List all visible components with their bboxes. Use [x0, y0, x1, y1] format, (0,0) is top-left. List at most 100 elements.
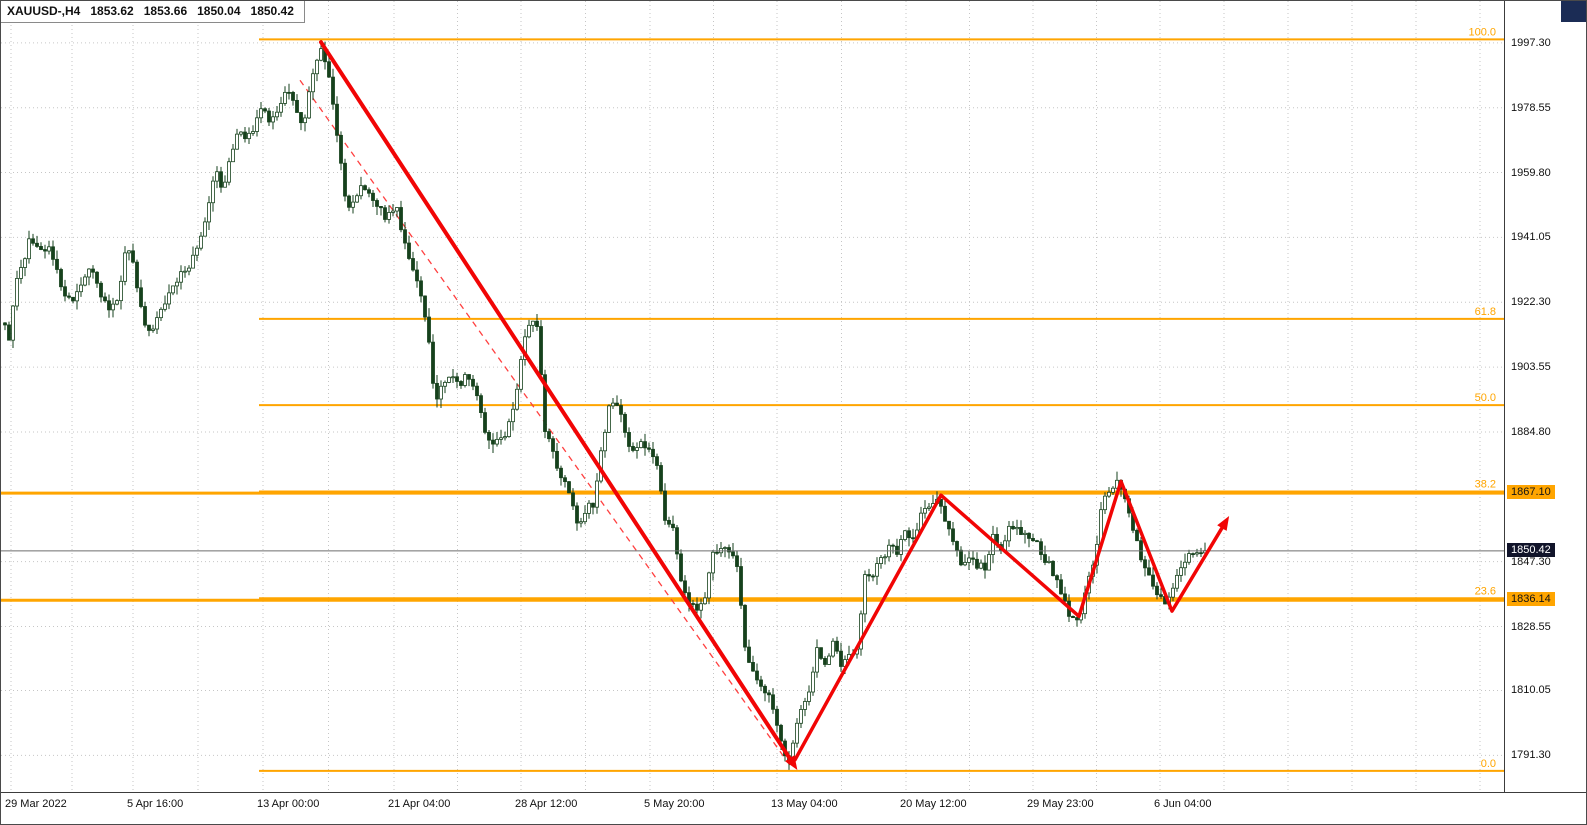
candle-body [271, 116, 275, 123]
candle-body [615, 402, 619, 406]
candle-body [863, 574, 867, 615]
candle-body [643, 441, 647, 449]
candle-body [731, 551, 735, 557]
candle-body [1007, 525, 1011, 542]
candle-body [431, 341, 435, 384]
candle-body [343, 162, 347, 197]
candle-body [1159, 594, 1163, 597]
candle-body [407, 242, 411, 259]
candle-body [691, 603, 695, 605]
candle-body [495, 438, 499, 445]
candle-body [243, 131, 247, 140]
candle-body [327, 61, 331, 78]
axis-corner-box [1561, 1, 1586, 22]
candle-body [143, 306, 147, 326]
candle-body [795, 722, 799, 744]
candle-body [455, 376, 459, 382]
candle-body [767, 692, 771, 696]
candle-body [715, 551, 719, 554]
candle-body [811, 671, 815, 693]
candle-body [223, 181, 227, 188]
candle-body [163, 303, 167, 310]
candle-body [807, 691, 811, 702]
candle-body [747, 646, 751, 663]
candle-body [831, 640, 835, 657]
chart-plot-area[interactable]: 100.0 61.8 50.0 38.2 23.6 0.0 XAUUSD-,H4 1853… [1, 1, 1504, 792]
candle-body [207, 202, 211, 223]
candle-body [1191, 553, 1195, 555]
y-axis-label: 1978.55 [1511, 101, 1551, 114]
candle-body [71, 296, 75, 302]
candle-body [1039, 541, 1043, 555]
candle-body [3, 322, 7, 326]
candle-body [23, 258, 27, 268]
candle-body [67, 295, 71, 298]
candle-body [391, 210, 395, 213]
symbol-period-label: XAUUSD-,H4 [7, 4, 81, 18]
candle-body [511, 408, 515, 423]
candle-body [943, 505, 947, 522]
candle-body [15, 278, 19, 307]
candle-body [703, 597, 707, 605]
candle-body [231, 148, 235, 163]
candle-body [675, 527, 679, 555]
candle-body [127, 250, 131, 254]
time-axis[interactable]: 29 Mar 2022 5 Apr 16:00 13 Apr 00:00 21 Apr… [1, 792, 1586, 824]
candle-body [363, 185, 367, 191]
candle-body [707, 572, 711, 599]
candle-body [91, 268, 95, 273]
recovery-zigzag-arrow [793, 479, 1227, 762]
candle-body [335, 103, 339, 136]
x-axis-label: 13 May 04:00 [771, 798, 838, 810]
candle-body [291, 91, 295, 101]
x-axis-label: 6 Jun 04:00 [1154, 798, 1212, 810]
candle-body [799, 709, 803, 724]
candle-body [1179, 567, 1183, 576]
candle-body [815, 647, 819, 673]
candle-body [559, 467, 563, 479]
candle-body [155, 317, 159, 330]
candle-body [967, 557, 971, 563]
candle-body [427, 316, 431, 343]
candle-body [387, 212, 391, 220]
candle-body [367, 189, 371, 194]
candle-body [711, 551, 715, 574]
candle-body [451, 376, 455, 379]
candle-body [571, 492, 575, 507]
candle-body [247, 132, 251, 140]
candle-body [567, 481, 571, 494]
candle-body [403, 229, 407, 244]
candle-body [1183, 561, 1187, 569]
candle-body [859, 613, 863, 650]
candle-body [35, 242, 39, 247]
candle-body [751, 662, 755, 672]
candle-body [331, 76, 335, 105]
candle-body [303, 117, 307, 124]
candle-body [551, 438, 555, 452]
candle-body [775, 708, 779, 726]
candle-body [411, 258, 415, 271]
candle-body [1151, 574, 1155, 587]
candle-body [683, 580, 687, 594]
candle-body [7, 324, 11, 341]
candle-body [351, 201, 355, 208]
annotations-layer [319, 40, 1230, 770]
candle-body [63, 286, 67, 297]
arrowhead [1217, 516, 1230, 531]
candle-body [111, 303, 115, 311]
fib-level-label: 100.0 [1468, 26, 1496, 38]
candle-body [395, 207, 399, 212]
candle-body [1199, 552, 1203, 555]
candle-body [183, 270, 187, 273]
candle-body [631, 446, 635, 451]
candle-body [1175, 574, 1179, 589]
candle-body [439, 385, 443, 400]
x-axis-label: 5 May 20:00 [644, 798, 705, 810]
candle-body [591, 502, 595, 508]
candle-body [1107, 491, 1111, 497]
candle-body [107, 300, 111, 311]
y-axis-label: 1828.55 [1511, 620, 1551, 633]
candle-body [55, 258, 59, 270]
candle-body [371, 192, 375, 201]
price-axis[interactable]: 1997.30 1978.55 1959.80 1941.05 1922.30 1903.… [1504, 1, 1586, 792]
